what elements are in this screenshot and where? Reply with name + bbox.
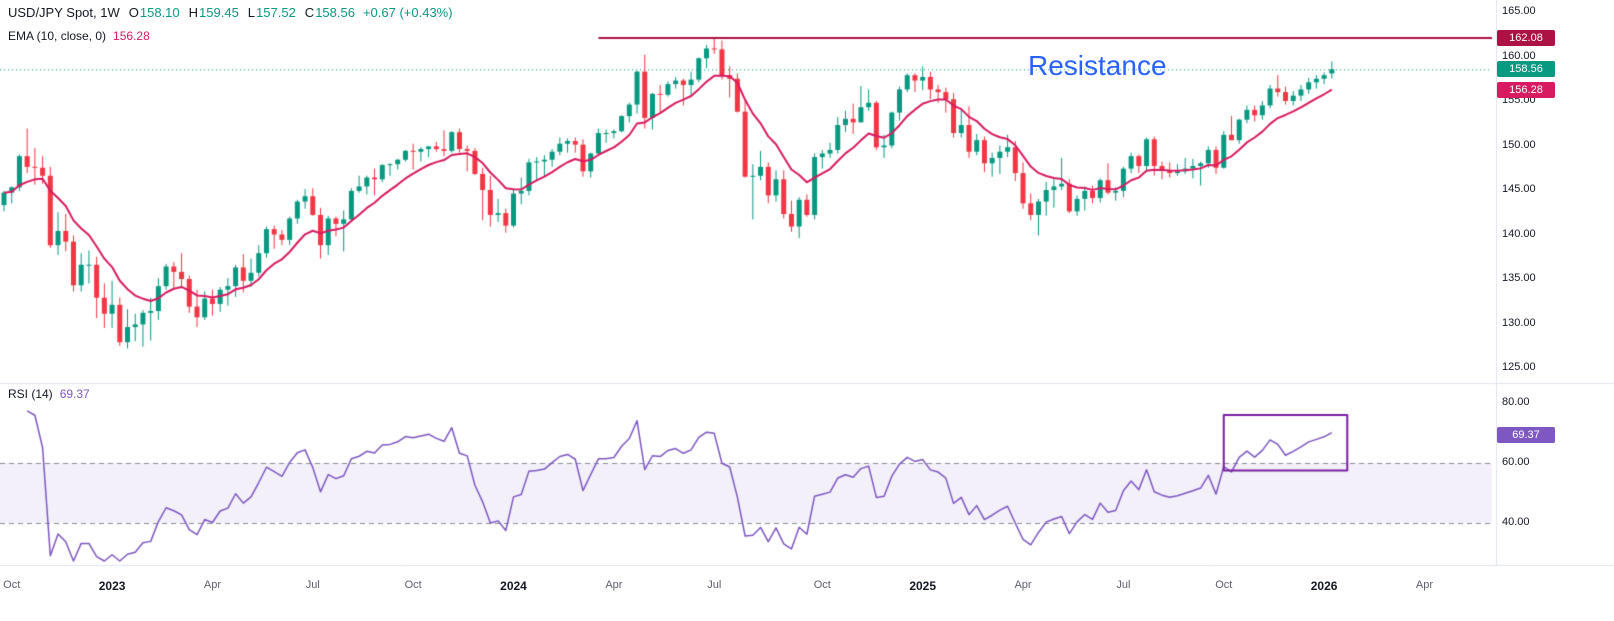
price-badge-last-price: 158.56 bbox=[1497, 61, 1555, 78]
symbol-title[interactable]: USD/JPY Spot, 1W bbox=[8, 5, 120, 20]
rsi-label: RSI (14) bbox=[8, 387, 53, 401]
ema-value: 156.28 bbox=[113, 29, 150, 43]
open-value: 158.10 bbox=[139, 5, 180, 20]
price-legend: USD/JPY Spot, 1W O 158.10 H 159.45 L 157.52… bbox=[8, 5, 453, 20]
rsi-value: 69.37 bbox=[59, 387, 90, 401]
rsi-legend[interactable]: RSI (14) 69.37 bbox=[8, 387, 90, 401]
ema-label: EMA (10, close, 0) bbox=[8, 29, 107, 43]
low-label: L bbox=[247, 5, 256, 20]
rsi-value-badge: 69.37 bbox=[1497, 426, 1555, 443]
price-badge-ema: 156.28 bbox=[1497, 81, 1555, 98]
open-label: O bbox=[128, 5, 139, 20]
resistance-annotation-label[interactable]: Resistance bbox=[1028, 50, 1167, 81]
high-value: 159.45 bbox=[199, 5, 239, 20]
ema-legend[interactable]: EMA (10, close, 0) 156.28 bbox=[8, 29, 150, 43]
high-label: H bbox=[188, 5, 199, 20]
close-value: 158.56 bbox=[315, 5, 355, 20]
price-badge-resistance: 162.08 bbox=[1497, 29, 1555, 46]
change-value: +0.67 (+0.43%) bbox=[362, 5, 453, 20]
close-label: C bbox=[304, 5, 315, 20]
low-value: 157.52 bbox=[256, 5, 296, 20]
